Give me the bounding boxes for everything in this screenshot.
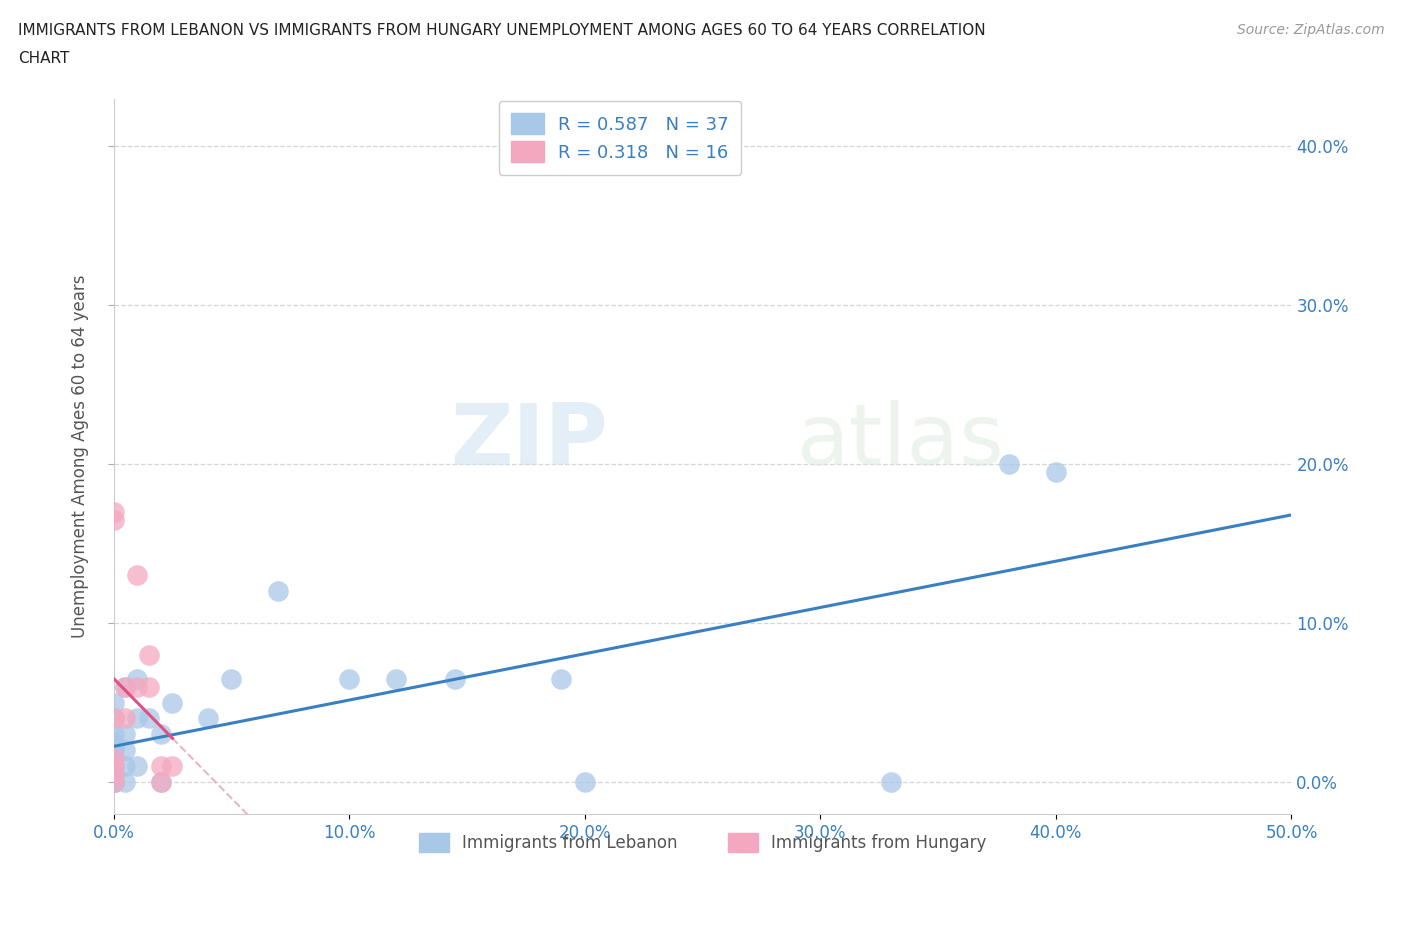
Y-axis label: Unemployment Among Ages 60 to 64 years: Unemployment Among Ages 60 to 64 years	[72, 274, 89, 638]
Point	[103, 766, 125, 781]
Point	[103, 743, 125, 758]
Point	[103, 775, 125, 790]
Point	[103, 751, 125, 765]
Point	[138, 647, 160, 662]
Point	[103, 751, 125, 765]
Text: Source: ZipAtlas.com: Source: ZipAtlas.com	[1237, 23, 1385, 37]
Point	[138, 711, 160, 726]
Text: IMMIGRANTS FROM LEBANON VS IMMIGRANTS FROM HUNGARY UNEMPLOYMENT AMONG AGES 60 TO: IMMIGRANTS FROM LEBANON VS IMMIGRANTS FR…	[18, 23, 986, 38]
Point	[221, 671, 243, 686]
Point	[149, 775, 172, 790]
Point	[1045, 465, 1067, 480]
Point	[267, 584, 290, 599]
Point	[127, 759, 149, 774]
Point	[127, 711, 149, 726]
Point	[997, 457, 1019, 472]
Point	[444, 671, 467, 686]
Point	[103, 759, 125, 774]
Point	[880, 775, 903, 790]
Point	[103, 766, 125, 781]
Point	[149, 727, 172, 742]
Text: ZIP: ZIP	[450, 401, 609, 484]
Point	[103, 775, 125, 790]
Point	[149, 759, 172, 774]
Point	[103, 759, 125, 774]
Point	[114, 727, 136, 742]
Point	[162, 695, 184, 710]
Point	[127, 671, 149, 686]
Point	[138, 679, 160, 694]
Point	[114, 679, 136, 694]
Point	[114, 743, 136, 758]
Point	[103, 727, 125, 742]
Text: CHART: CHART	[18, 51, 70, 66]
Point	[162, 759, 184, 774]
Point	[385, 671, 408, 686]
Point	[550, 671, 572, 686]
Point	[337, 671, 360, 686]
Point	[103, 759, 125, 774]
Point	[103, 775, 125, 790]
Point	[197, 711, 219, 726]
Point	[103, 512, 125, 527]
Point	[103, 735, 125, 750]
Point	[103, 695, 125, 710]
Point	[114, 775, 136, 790]
Point	[103, 775, 125, 790]
Text: atlas: atlas	[797, 401, 1005, 484]
Point	[103, 743, 125, 758]
Point	[114, 711, 136, 726]
Point	[103, 711, 125, 726]
Point	[149, 775, 172, 790]
Point	[103, 504, 125, 519]
Point	[114, 679, 136, 694]
Point	[127, 679, 149, 694]
Point	[103, 775, 125, 790]
Point	[574, 775, 596, 790]
Point	[127, 568, 149, 583]
Point	[103, 711, 125, 726]
Point	[114, 759, 136, 774]
Legend: Immigrants from Lebanon, Immigrants from Hungary: Immigrants from Lebanon, Immigrants from…	[412, 827, 993, 859]
